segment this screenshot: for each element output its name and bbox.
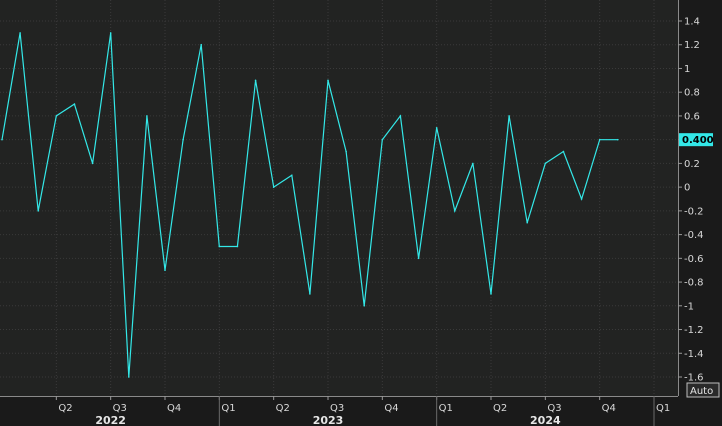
data-point — [490, 293, 492, 295]
data-point — [254, 79, 257, 82]
x-tick-label: Q4 — [384, 403, 398, 414]
last-value-badge: 0.400 — [679, 133, 714, 147]
data-point — [236, 245, 239, 248]
y-tick-label: 1.4 — [684, 17, 700, 28]
series-points — [1, 32, 619, 378]
x-tick-label: Q4 — [167, 403, 181, 414]
data-point — [146, 115, 148, 117]
x-tick-label: Q1 — [656, 403, 670, 414]
data-point — [19, 32, 21, 34]
data-point — [598, 138, 601, 141]
last-value-badge-background — [679, 133, 713, 147]
data-point — [109, 32, 112, 34]
data-point — [381, 138, 384, 141]
data-point — [616, 138, 619, 141]
x-tick-label: Q2 — [493, 403, 507, 414]
y-tick-label: -1.4 — [684, 349, 704, 360]
x-tick-label: Q3 — [113, 403, 127, 414]
year-label: 2022 — [95, 414, 126, 426]
y-tick-label: -0.2 — [684, 206, 704, 217]
data-point — [200, 43, 203, 46]
auto-scale-button-background[interactable] — [686, 382, 720, 398]
data-point — [182, 138, 184, 141]
data-point — [435, 127, 438, 129]
data-point — [472, 162, 474, 165]
data-point — [272, 186, 275, 188]
y-tick-label: -1.2 — [684, 325, 704, 336]
y-tick-label: 1 — [684, 64, 690, 75]
y-tick-label: 0.8 — [684, 88, 700, 99]
y-tick-label: -0.4 — [684, 230, 704, 241]
auto-scale-label[interactable]: Auto — [690, 386, 713, 397]
data-point — [164, 269, 166, 272]
data-point — [363, 305, 366, 307]
data-point — [309, 293, 311, 295]
data-point — [73, 103, 76, 105]
x-tick-label: Q1 — [221, 403, 235, 414]
x-tick-label: Q2 — [276, 403, 290, 414]
grid-lines — [0, 0, 679, 397]
data-point — [417, 257, 420, 260]
x-axis-ticks: Q2 Q3 Q4 Q1 Q2 Q3 Q4 Q1 Q2 Q3 Q4 Q1 — [55, 396, 670, 414]
plot-background — [0, 0, 678, 396]
last-value-label: 0.400 — [682, 135, 714, 146]
y-tick-label: -1 — [684, 301, 694, 312]
data-point — [453, 210, 456, 212]
data-point — [1, 138, 3, 141]
x-tick-label: Q4 — [602, 403, 616, 414]
data-point — [37, 210, 40, 212]
y-axis-ticks: 1.41.210.80.60.40.20-0.2-0.4-0.6-0.8-1-1… — [678, 17, 704, 384]
data-point — [55, 115, 58, 117]
year-labels: 2022 2023 2024 — [95, 396, 655, 426]
data-point — [218, 245, 221, 248]
year-label: 2024 — [530, 414, 561, 426]
data-point — [327, 79, 329, 82]
data-point — [544, 162, 547, 165]
x-tick-label: Q1 — [439, 403, 453, 414]
y-tick-label: -0.6 — [684, 254, 704, 265]
data-point — [580, 198, 583, 200]
auto-scale-button[interactable]: Auto — [686, 382, 720, 398]
y-tick-label: -1.6 — [684, 373, 704, 384]
x-tick-label: Q3 — [330, 403, 344, 414]
data-point — [399, 115, 402, 117]
y-tick-label: 0.6 — [684, 111, 700, 122]
y-tick-label: 0 — [684, 183, 690, 194]
y-tick-label: 1.2 — [684, 40, 700, 51]
data-point — [290, 174, 293, 177]
data-point — [345, 150, 347, 153]
y-tick-label: -0.8 — [684, 278, 704, 289]
x-tick-label: Q3 — [547, 403, 561, 414]
data-point — [508, 115, 510, 117]
data-point — [562, 150, 565, 153]
y-tick-label: 0.2 — [684, 159, 700, 170]
x-tick-label: Q2 — [58, 403, 72, 414]
data-point — [526, 221, 529, 224]
data-point — [91, 162, 94, 165]
year-label: 2023 — [313, 414, 344, 426]
data-point — [127, 376, 130, 378]
